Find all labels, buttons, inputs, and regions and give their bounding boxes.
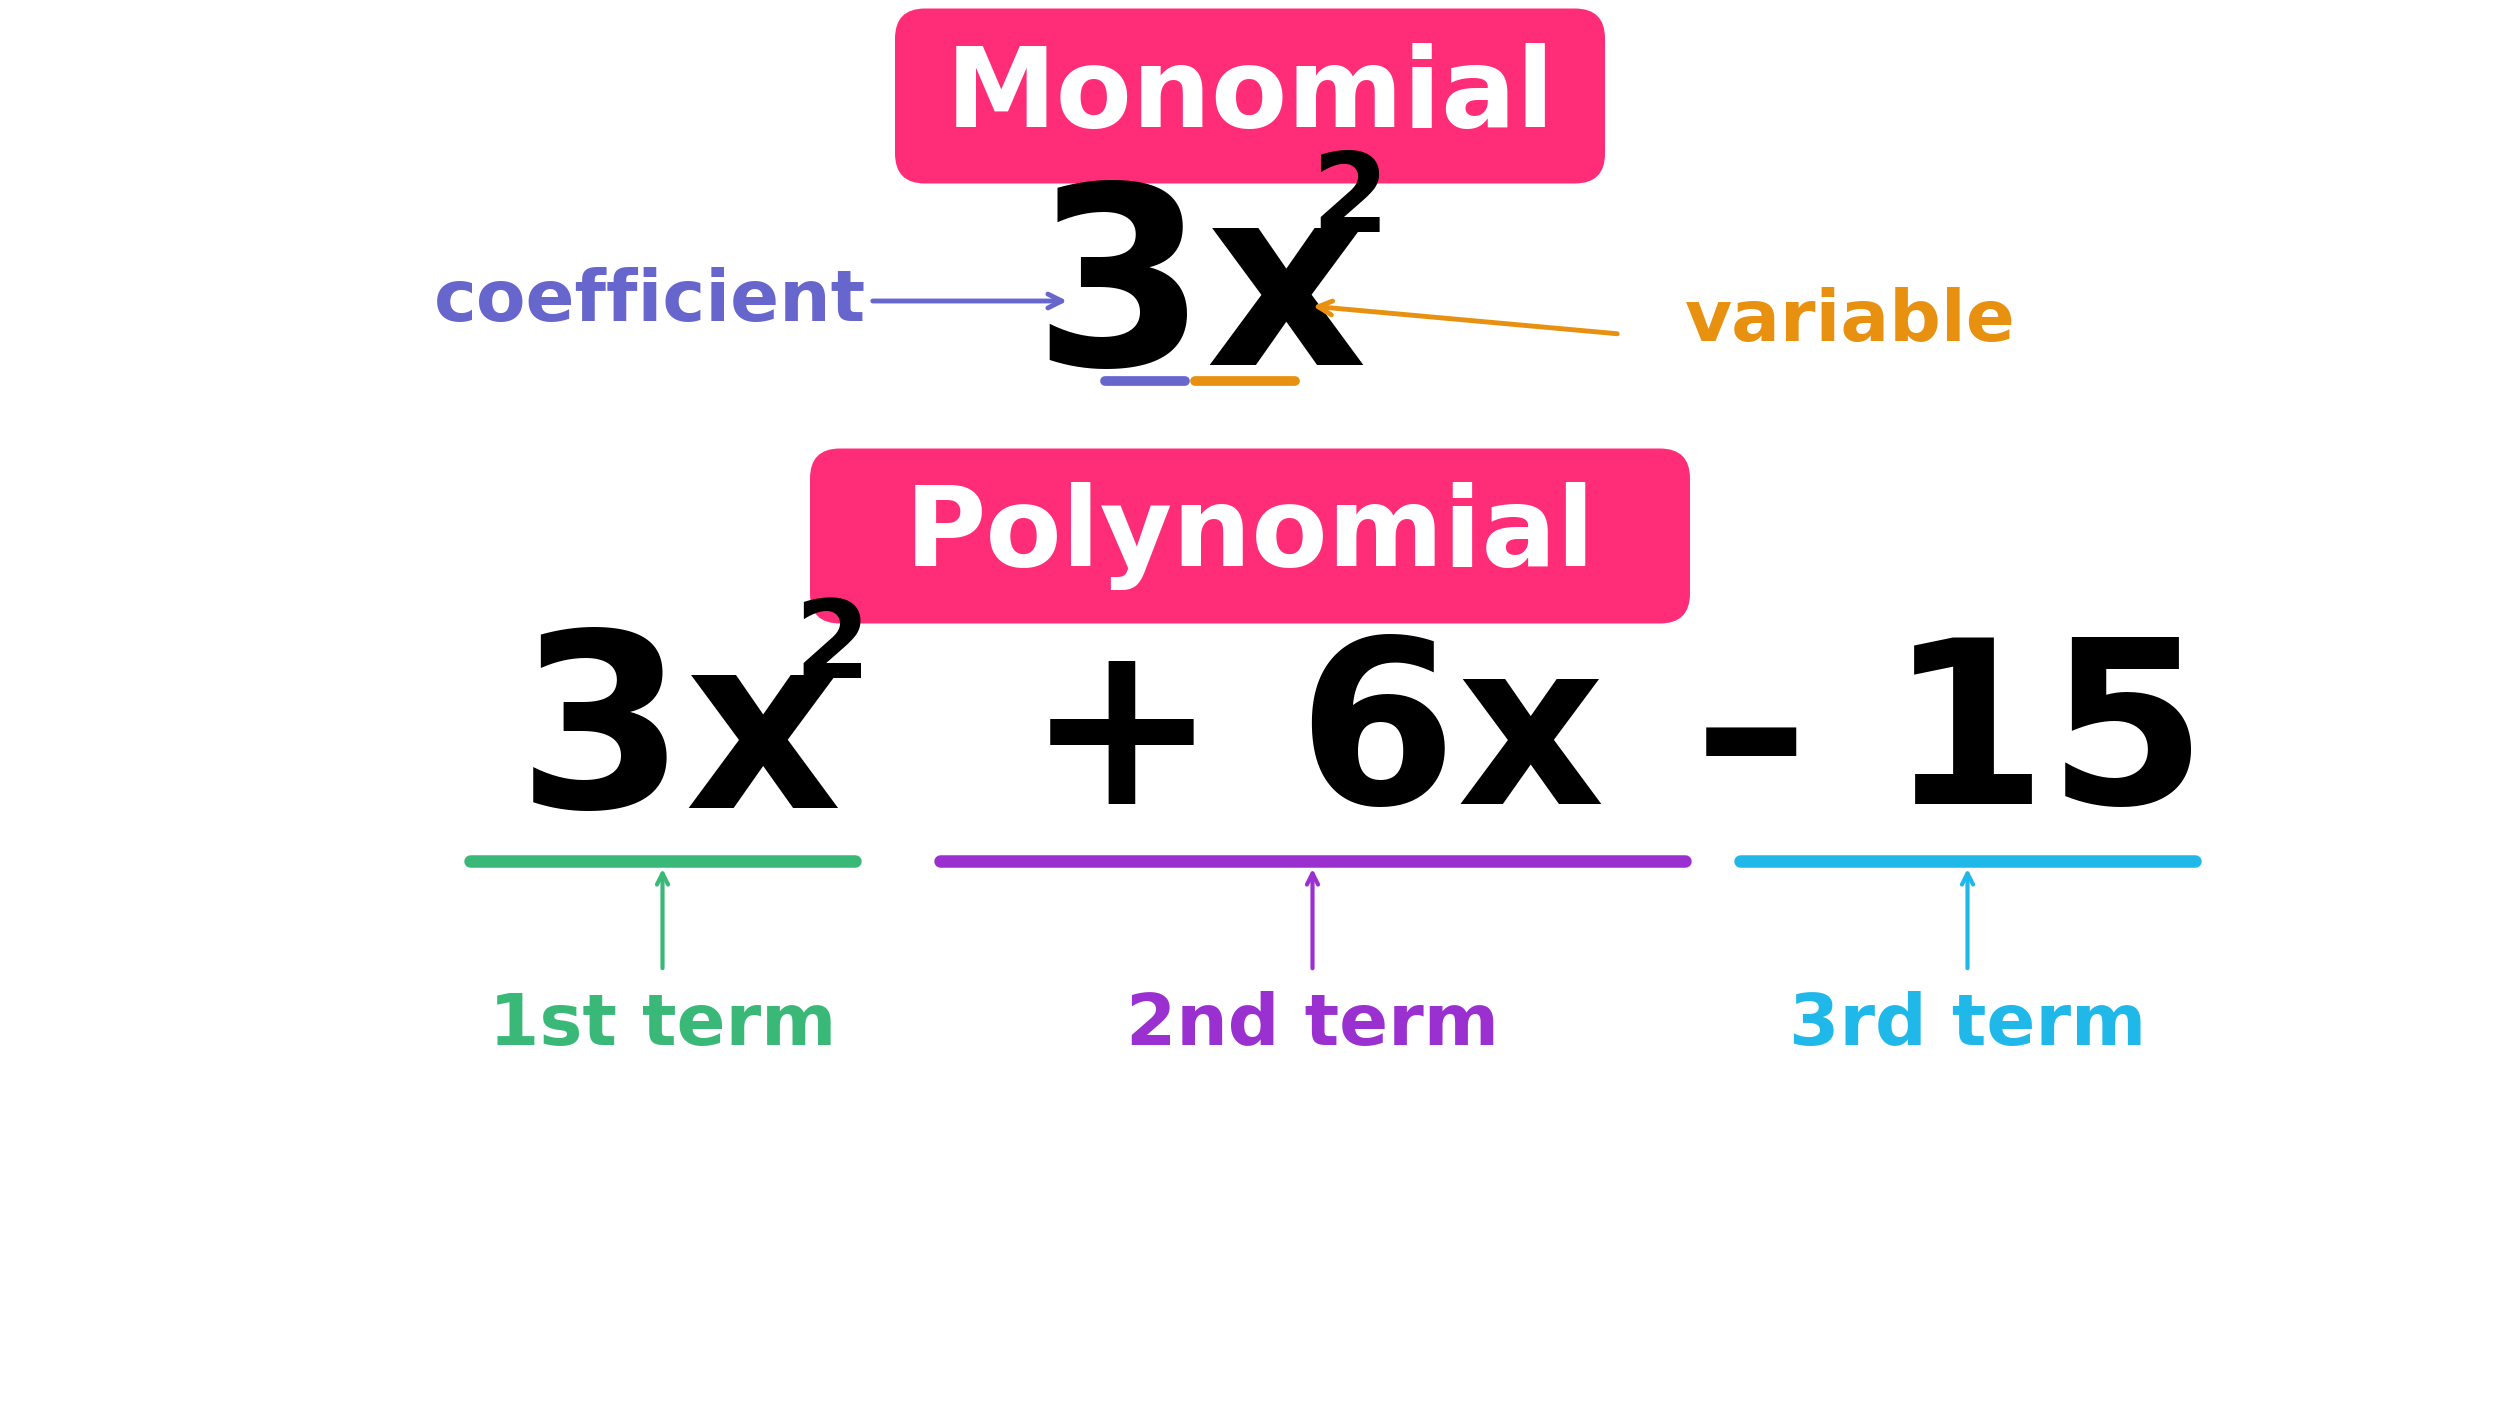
Text: 2nd term: 2nd term (1125, 991, 1500, 1060)
Text: 2: 2 (795, 595, 870, 702)
FancyBboxPatch shape (895, 8, 1605, 184)
Text: – 15: – 15 (1693, 630, 2208, 852)
Text: 3x: 3x (518, 623, 842, 859)
Text: 3rd term: 3rd term (1790, 991, 2145, 1060)
Text: 3x: 3x (1032, 174, 1368, 418)
Text: 1st term: 1st term (490, 991, 835, 1060)
Text: + 6x: + 6x (1025, 630, 1605, 852)
Text: Polynomial: Polynomial (905, 482, 1595, 591)
FancyBboxPatch shape (810, 449, 1690, 623)
Text: variable: variable (1685, 287, 2015, 356)
Text: 2: 2 (1312, 148, 1388, 254)
Text: Monomial: Monomial (945, 42, 1555, 149)
Text: coefficient: coefficient (435, 267, 865, 336)
